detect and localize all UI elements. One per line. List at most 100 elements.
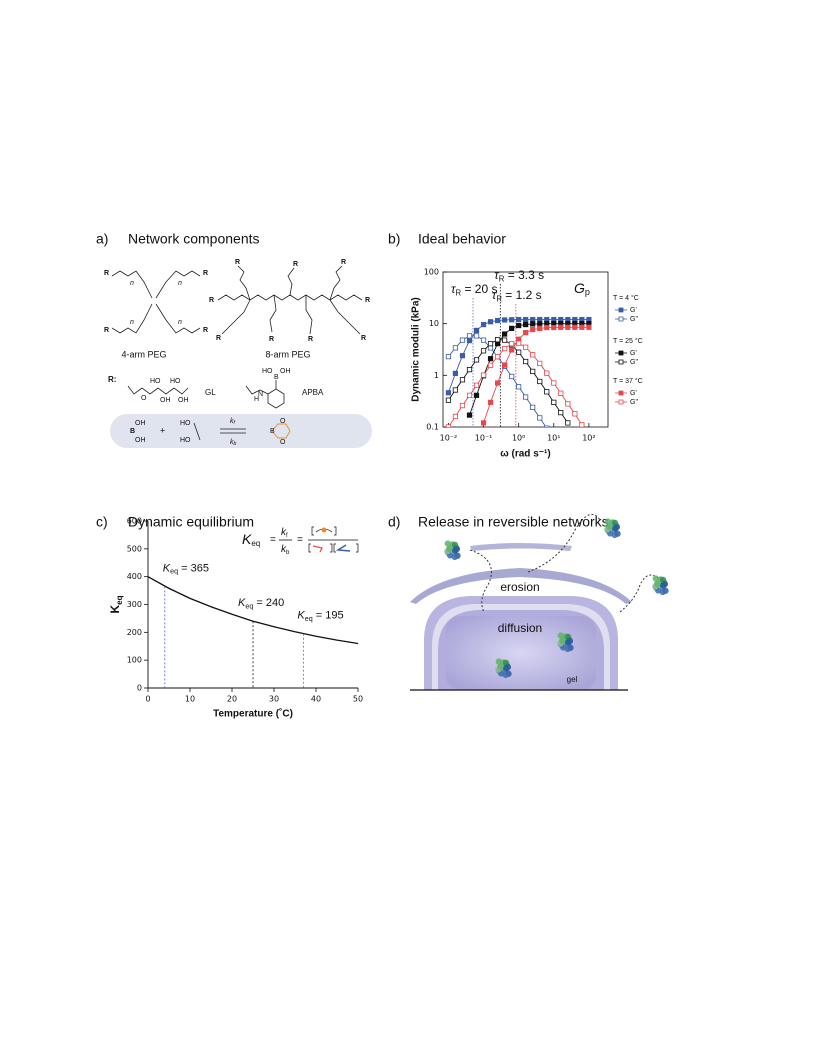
data-point bbox=[565, 324, 571, 330]
atom: O bbox=[280, 418, 286, 425]
data-point bbox=[466, 412, 473, 418]
atom: OH bbox=[178, 397, 189, 404]
panel-title: Ideal behavior bbox=[418, 231, 506, 247]
subscript: eq bbox=[170, 568, 178, 576]
bond bbox=[287, 267, 295, 296]
r-label: R bbox=[361, 335, 366, 342]
data-point bbox=[551, 380, 557, 386]
legend-label: G" bbox=[630, 359, 638, 366]
data-point bbox=[509, 373, 515, 380]
release-path bbox=[619, 574, 661, 613]
data-point bbox=[579, 422, 585, 427]
data-point bbox=[509, 341, 515, 347]
protein-blob bbox=[613, 523, 621, 531]
y-tick-label: 300 bbox=[127, 600, 142, 609]
data-point bbox=[487, 345, 494, 351]
atom: OH bbox=[280, 368, 291, 375]
data-point bbox=[516, 384, 522, 390]
data-point bbox=[537, 316, 543, 323]
data-point bbox=[558, 409, 564, 416]
data-point bbox=[480, 337, 487, 343]
bond bbox=[305, 295, 313, 335]
r-label: R bbox=[209, 297, 214, 304]
r-label: R bbox=[341, 259, 346, 266]
protein-blob bbox=[661, 580, 669, 588]
data-point bbox=[473, 357, 480, 363]
x-axis-label: Temperature (˚C) bbox=[213, 708, 293, 720]
data-point bbox=[487, 399, 494, 405]
rate-constant: kb bbox=[230, 439, 237, 447]
equation: Keq = kf kb = bbox=[242, 527, 359, 556]
series-line bbox=[448, 319, 589, 393]
subscript: eq bbox=[251, 539, 260, 548]
equals: = bbox=[297, 535, 303, 546]
data-point bbox=[487, 341, 494, 347]
data-point bbox=[459, 337, 466, 343]
data-point bbox=[586, 324, 592, 330]
annotation: τR = 20 s bbox=[451, 282, 498, 297]
data-point bbox=[473, 392, 480, 398]
series-layer bbox=[445, 316, 592, 427]
atom: OH bbox=[160, 397, 171, 404]
y-tick-label: 0 bbox=[137, 684, 142, 693]
atom: HO bbox=[180, 420, 191, 427]
data-point bbox=[572, 411, 578, 417]
protein-blob bbox=[564, 645, 571, 653]
subscript: R bbox=[455, 289, 461, 298]
data-point bbox=[473, 382, 480, 388]
subscript: f bbox=[286, 533, 288, 539]
data-point bbox=[516, 322, 522, 329]
bond bbox=[329, 299, 361, 335]
ester-icon bbox=[321, 527, 327, 533]
plot-frame bbox=[442, 271, 609, 428]
legend-label: G' bbox=[630, 390, 637, 397]
panel-title: Release in reversible networks bbox=[418, 514, 609, 530]
panel-letter: b) bbox=[388, 231, 400, 247]
bond bbox=[111, 303, 153, 334]
ring bbox=[267, 388, 285, 409]
subscript: eq bbox=[305, 615, 313, 623]
data-point bbox=[537, 325, 543, 331]
data-point bbox=[466, 367, 473, 373]
data-point bbox=[537, 321, 543, 327]
data-point bbox=[530, 404, 536, 410]
bond bbox=[269, 294, 277, 333]
data-point bbox=[502, 345, 508, 352]
panel-letter: c) bbox=[96, 514, 108, 530]
annotation-text: = 1.2 s bbox=[502, 288, 542, 302]
data-point bbox=[494, 317, 501, 324]
bond bbox=[329, 265, 343, 301]
data-point bbox=[565, 420, 571, 426]
gel-label: gel bbox=[567, 675, 578, 684]
data-point bbox=[480, 348, 487, 354]
atom: B bbox=[130, 428, 135, 435]
data-point bbox=[480, 372, 487, 378]
data-point bbox=[551, 324, 557, 331]
bond bbox=[193, 422, 201, 441]
eroding-layer bbox=[410, 568, 632, 604]
diol-icon bbox=[335, 544, 351, 552]
bond bbox=[127, 385, 189, 395]
data-point bbox=[445, 390, 452, 396]
data-point bbox=[445, 397, 452, 403]
data-point bbox=[558, 390, 564, 396]
equals: = bbox=[270, 535, 276, 546]
y-axis-label: Keq bbox=[108, 595, 124, 613]
y-tick-label: 200 bbox=[127, 628, 142, 637]
protein-blob bbox=[557, 632, 565, 639]
protein-blob bbox=[659, 588, 666, 596]
data-point bbox=[537, 360, 543, 367]
protein-blob bbox=[611, 531, 618, 539]
atom: HO bbox=[170, 378, 181, 385]
y-tick-label: 600 bbox=[127, 517, 142, 526]
r-label: R bbox=[216, 335, 221, 342]
atom: OH bbox=[135, 420, 146, 427]
legend-title: T = 37 °C bbox=[613, 377, 643, 385]
eight-arm-peg: R R R R R R R R R 8-arm PEG bbox=[209, 259, 370, 360]
numerator: kf bbox=[281, 527, 288, 539]
protein-blob bbox=[495, 658, 503, 665]
annotation-text: = 20 s bbox=[461, 282, 497, 296]
symbol: K bbox=[108, 605, 122, 614]
legend-label: G" bbox=[630, 316, 638, 323]
atom: O bbox=[141, 395, 147, 402]
